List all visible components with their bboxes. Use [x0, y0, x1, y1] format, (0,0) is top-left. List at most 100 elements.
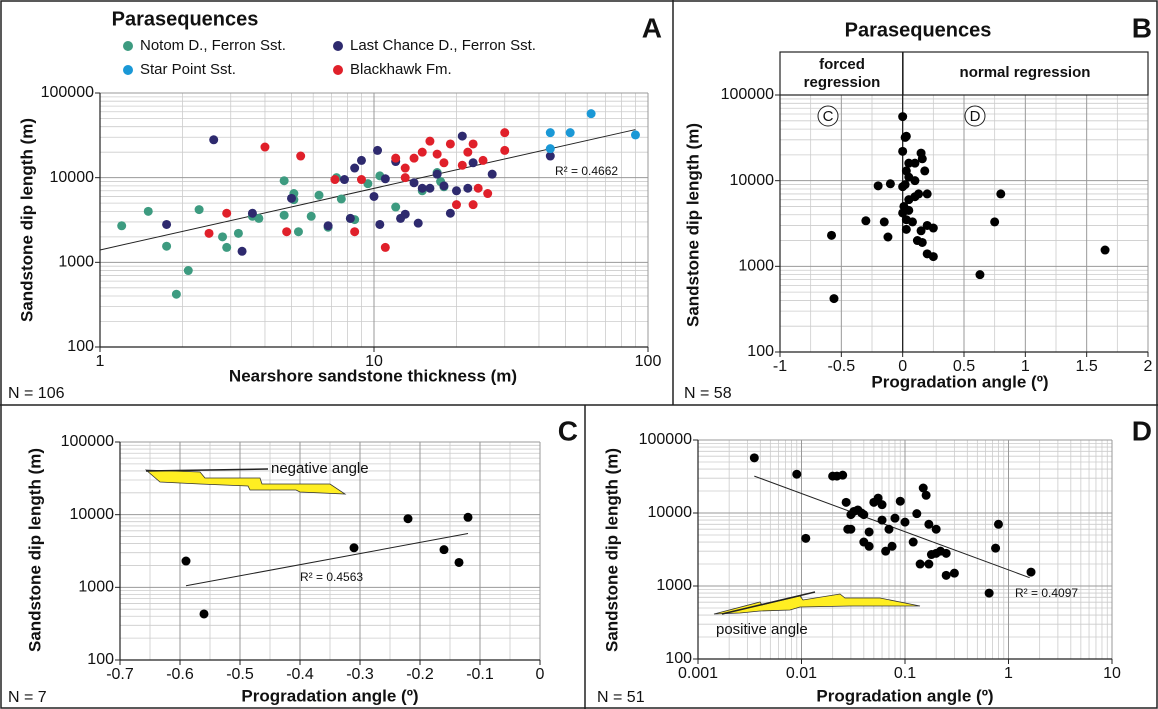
point: [204, 228, 214, 238]
x-axis-label: Progradation angle (º): [241, 686, 418, 705]
point: [162, 219, 172, 229]
panel-letter: D: [1132, 415, 1152, 446]
point: [222, 242, 232, 252]
point: [881, 546, 891, 556]
point: [432, 169, 442, 179]
point: [194, 205, 204, 215]
point: [400, 209, 410, 219]
x-axis-label: Progradation angle (º): [871, 372, 1048, 391]
point: [336, 194, 346, 204]
point: [907, 217, 917, 227]
point: [898, 146, 908, 156]
point: [417, 147, 427, 157]
point: [877, 515, 887, 525]
point: [861, 216, 871, 226]
point: [463, 183, 473, 193]
point: [565, 128, 575, 138]
panel-letter: A: [642, 12, 662, 43]
point: [900, 180, 910, 190]
point: [345, 213, 355, 223]
y-tick-label: 100000: [721, 86, 774, 103]
point: [380, 174, 390, 184]
point: [996, 189, 1006, 199]
point: [473, 183, 483, 193]
point: [413, 218, 423, 228]
point: [908, 537, 918, 547]
point: [171, 289, 181, 299]
x-tick-label: -0.5: [828, 358, 856, 375]
point: [380, 242, 390, 252]
legend-label: Star Point Sst.: [140, 61, 236, 78]
y-axis-label: Sandstone dip length (m): [683, 123, 702, 327]
point: [445, 208, 455, 218]
point: [630, 130, 640, 140]
y-tick-label: 1000: [656, 577, 692, 594]
point: [941, 548, 951, 558]
y-tick-label: 10000: [70, 506, 115, 523]
point: [931, 524, 941, 534]
header-left: regression: [804, 74, 881, 91]
point: [901, 224, 911, 234]
y-axis-label: Sandstone dip length (m): [17, 118, 36, 322]
legend-label: Notom D., Ferron Sst.: [140, 37, 286, 54]
point: [254, 213, 264, 223]
y-tick-label: 100000: [61, 433, 114, 450]
legend-marker: [333, 41, 343, 51]
point: [233, 228, 243, 238]
legend-label: Blackhawk Fm.: [350, 61, 452, 78]
r2-label: R² = 0.4097: [1015, 586, 1078, 600]
zone-label: D: [970, 108, 981, 125]
point: [545, 151, 555, 161]
n-label: N = 106: [8, 385, 65, 402]
point: [293, 227, 303, 237]
point: [841, 497, 851, 507]
point: [409, 178, 419, 188]
point: [900, 517, 910, 527]
point: [829, 294, 839, 304]
point: [864, 541, 874, 551]
point: [439, 545, 449, 555]
point: [1026, 567, 1036, 577]
point: [949, 568, 959, 578]
panel-letter: B: [1132, 12, 1152, 43]
wedge-negative: [144, 469, 347, 495]
header-left: forced: [819, 56, 865, 73]
point: [391, 202, 401, 212]
x-tick-label: 100: [635, 353, 662, 370]
point: [143, 206, 153, 216]
y-tick-label: 100: [67, 338, 94, 355]
y-tick-label: 1000: [738, 258, 774, 275]
point: [922, 189, 932, 199]
point: [838, 470, 848, 480]
x-tick-label: 0.5: [953, 358, 975, 375]
point: [439, 158, 449, 168]
point: [356, 175, 366, 185]
point: [222, 208, 232, 218]
x-tick-label: 0: [898, 358, 907, 375]
point: [287, 193, 297, 203]
point: [941, 570, 951, 580]
point: [827, 230, 837, 240]
point: [183, 266, 193, 276]
point: [898, 112, 908, 122]
point: [928, 252, 938, 262]
r2-label: R² = 0.4662: [555, 164, 618, 178]
y-tick-label: 100000: [639, 431, 692, 448]
point: [846, 524, 856, 534]
x-tick-label: 0.001: [678, 665, 718, 682]
point: [117, 221, 127, 231]
point: [924, 519, 934, 529]
point: [400, 163, 410, 173]
point: [339, 175, 349, 185]
x-tick-label: -0.6: [166, 666, 194, 683]
point: [363, 179, 373, 189]
point: [928, 223, 938, 233]
point: [990, 217, 1000, 227]
point: [425, 136, 435, 146]
point: [884, 524, 894, 534]
point: [792, 469, 802, 479]
y-tick-label: 100000: [41, 84, 94, 101]
point: [403, 514, 413, 524]
point: [162, 241, 172, 251]
